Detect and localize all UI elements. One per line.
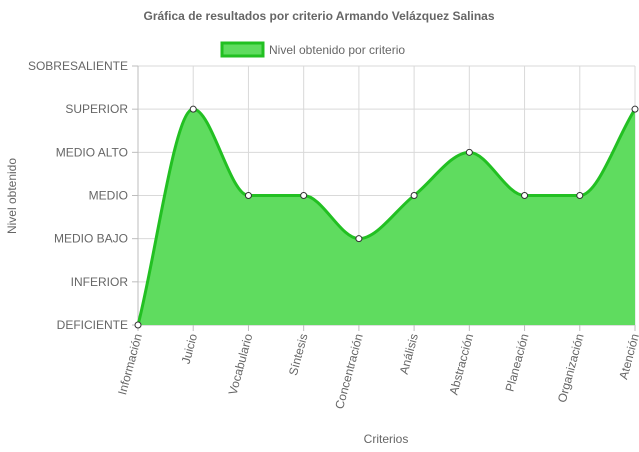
legend-swatch[interactable] — [220, 41, 265, 58]
x-tick-label: Juicio — [179, 332, 201, 366]
x-tick-label: Análisis — [397, 332, 421, 376]
data-point[interactable] — [576, 192, 584, 199]
y-tick-label: MEDIO BAJO — [54, 232, 128, 246]
y-tick-label: MEDIO ALTO — [56, 145, 128, 159]
legend-label[interactable]: Nivel obtenido por criterio — [269, 43, 405, 57]
y-axis-ticks: DEFICIENTE INFERIOR MEDIO BAJO MEDIO MEDIO A… — [28, 59, 128, 332]
y-tick-label: MEDIO — [89, 189, 128, 203]
x-tick-label: Concentración — [332, 332, 366, 410]
x-tick-label: Organización — [555, 332, 587, 404]
series-points — [134, 105, 639, 329]
chart-title: Gráfica de resultados por criterio Arman… — [144, 9, 495, 23]
y-tick-label: SOBRESALIENTE — [28, 59, 128, 73]
series-area — [136, 107, 637, 326]
x-tick-label: Información — [115, 332, 145, 396]
data-point[interactable] — [521, 192, 529, 199]
y-tick-label: INFERIOR — [71, 275, 129, 289]
data-point[interactable] — [134, 321, 142, 329]
x-tick-label: Síntesis — [286, 332, 311, 377]
x-axis-title: Criterios — [364, 432, 409, 446]
data-point[interactable] — [244, 192, 252, 199]
y-axis-title: Nivel obtenido — [5, 158, 19, 234]
data-point[interactable] — [631, 105, 639, 113]
data-point[interactable] — [465, 148, 473, 156]
x-tick-label: Abstracción — [446, 332, 476, 396]
legend[interactable]: Nivel obtenido por criterio — [220, 41, 405, 58]
x-tick-label: Vocabulario — [226, 332, 256, 397]
x-axis-ticks: Información Juicio Vocabulario Síntesis Conc… — [115, 332, 639, 411]
data-point[interactable] — [355, 235, 363, 243]
x-tick-label: Atención — [616, 332, 639, 381]
data-point[interactable] — [189, 105, 197, 113]
data-point[interactable] — [300, 192, 308, 199]
data-point[interactable] — [410, 192, 418, 199]
y-tick-label: SUPERIOR — [65, 102, 128, 116]
x-tick-label: Planeación — [503, 332, 532, 393]
y-tick-label: DEFICIENTE — [57, 318, 128, 332]
series-fill-area — [138, 109, 635, 326]
